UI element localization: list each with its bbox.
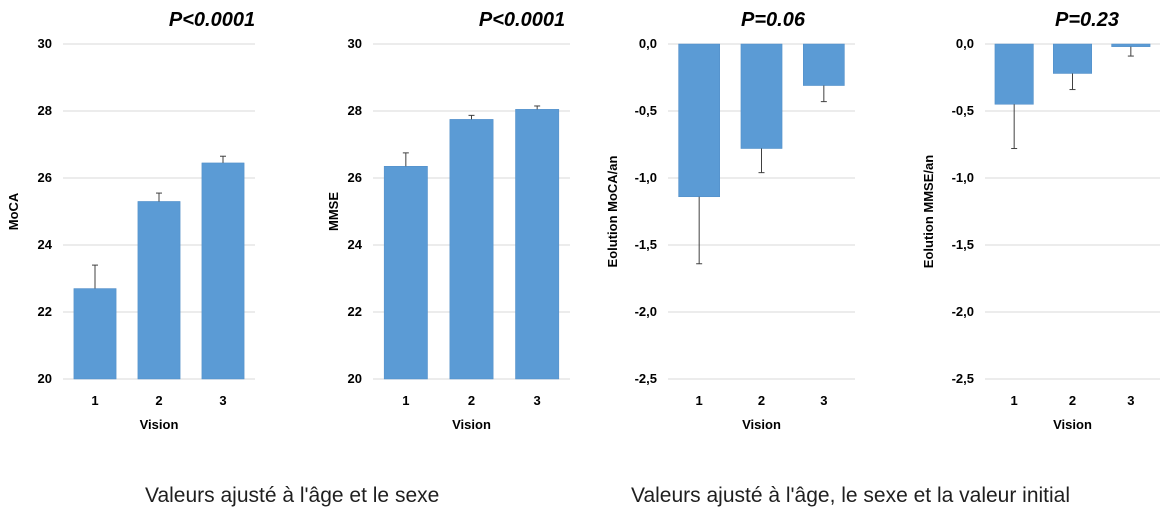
y-tick-label: -1,0 (952, 170, 974, 185)
bar (449, 119, 494, 380)
y-tick-label: 24 (38, 237, 53, 252)
x-tick-label: 3 (219, 393, 226, 408)
chart-title: P=0.23 (1055, 9, 1119, 31)
x-tick-label: 3 (820, 393, 827, 408)
chart-title: P<0.0001 (479, 9, 565, 31)
bar (201, 162, 245, 380)
y-tick-label: 30 (38, 36, 52, 51)
x-tick-label: 1 (696, 393, 703, 408)
y-tick-label: 22 (348, 304, 362, 319)
bar (803, 43, 845, 86)
y-tick-label: 30 (348, 36, 362, 51)
y-tick-label: 28 (38, 103, 52, 118)
y-axis-label: MoCA (6, 192, 21, 230)
x-tick-label: 3 (534, 393, 541, 408)
bar (1111, 43, 1151, 47)
y-tick-label: 26 (38, 170, 52, 185)
y-tick-label: -2,5 (635, 371, 657, 386)
chart-title: P<0.0001 (169, 9, 255, 31)
y-tick-label: -0,5 (635, 103, 657, 118)
x-tick-label: 1 (1011, 393, 1018, 408)
y-tick-label: 20 (348, 371, 362, 386)
y-tick-label: -1,0 (635, 170, 657, 185)
x-tick-label: 2 (1069, 393, 1076, 408)
x-tick-label: 3 (1127, 393, 1134, 408)
bar (137, 201, 181, 380)
y-tick-label: -2,5 (952, 371, 974, 386)
x-tick-label: 2 (468, 393, 475, 408)
y-tick-label: -1,5 (952, 237, 974, 252)
y-tick-label: 24 (348, 237, 363, 252)
x-tick-label: 1 (91, 393, 98, 408)
y-axis-label: Eolution MoCA/an (605, 155, 620, 267)
y-tick-label: -0,5 (952, 103, 974, 118)
y-tick-label: -1,5 (635, 237, 657, 252)
caption-left: Valeurs ajusté à l'âge et le sexe (145, 484, 440, 507)
x-tick-label: 1 (402, 393, 409, 408)
y-axis-label: MMSE (326, 192, 341, 231)
bar (740, 43, 783, 149)
x-axis-label: Vision (452, 417, 491, 432)
bar (515, 109, 560, 380)
y-tick-label: 22 (38, 304, 52, 319)
y-tick-label: 20 (38, 371, 52, 386)
y-tick-label: 26 (348, 170, 362, 185)
y-tick-label: 28 (348, 103, 362, 118)
bar (1053, 43, 1092, 74)
x-tick-label: 2 (155, 393, 162, 408)
y-axis-label: Eolution MMSE/an (921, 155, 936, 268)
x-axis-label: Vision (140, 417, 179, 432)
y-tick-label: -2,0 (952, 304, 974, 319)
bar (383, 166, 428, 380)
y-tick-label: 0,0 (956, 36, 974, 51)
y-tick-label: -2,0 (635, 304, 657, 319)
bar (73, 288, 117, 380)
chart-title: P=0.06 (741, 9, 806, 31)
bar (994, 43, 1034, 105)
y-tick-label: 0,0 (639, 36, 657, 51)
caption-right: Valeurs ajusté à l'âge, le sexe et la va… (631, 484, 1071, 507)
x-tick-label: 2 (758, 393, 765, 408)
x-axis-label: Vision (742, 417, 781, 432)
bar (678, 43, 720, 198)
x-axis-label: Vision (1053, 417, 1092, 432)
